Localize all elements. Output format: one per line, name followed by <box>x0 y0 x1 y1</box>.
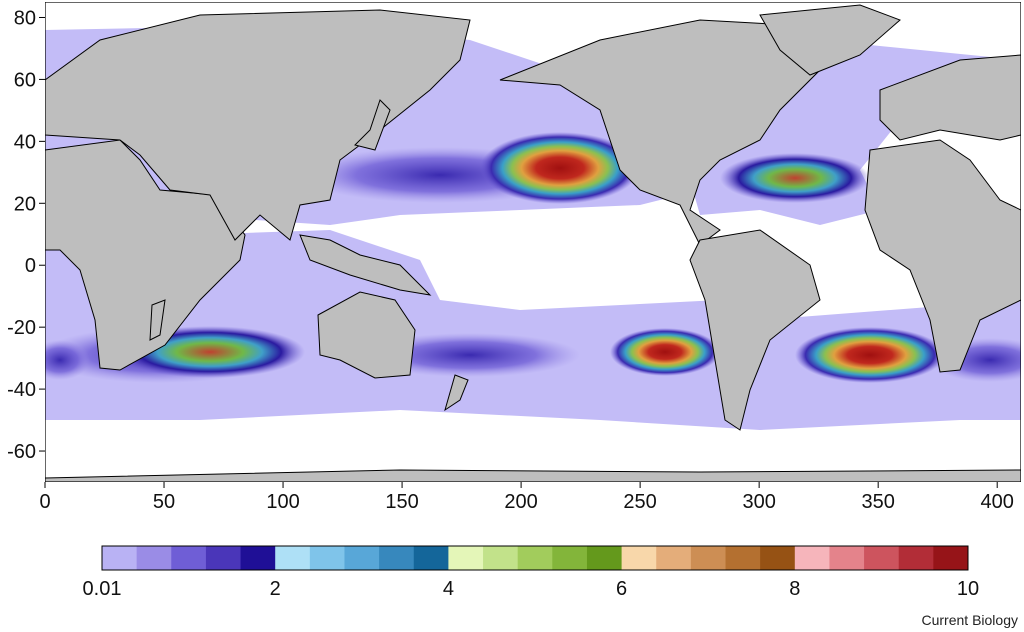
north-pacific-patch <box>480 132 640 204</box>
colorbar-swatch <box>898 546 934 570</box>
colorbar-swatch <box>102 546 138 570</box>
credit-text: Current Biology <box>921 612 1019 628</box>
colorbar-label: 2 <box>270 578 281 600</box>
colorbar-swatch <box>864 546 900 570</box>
greenland <box>759 4 901 76</box>
madagascar <box>149 299 166 341</box>
indonesia <box>299 234 432 296</box>
colorbar-label: 0.01 <box>83 578 122 600</box>
colorbar-swatch <box>171 546 207 570</box>
colorbar-swatch <box>413 546 449 570</box>
colorbar-swatch <box>136 546 172 570</box>
colorbar-swatch <box>483 546 519 570</box>
x-tick-label: 150 <box>385 491 418 513</box>
colorbar-frame <box>101 545 969 571</box>
x-tick-label: 350 <box>861 491 894 513</box>
y-tick-label: -40 <box>7 379 36 401</box>
x-tick-label: 0 <box>39 491 50 513</box>
eurasia <box>45 9 471 241</box>
colorbar-label: 4 <box>443 578 454 600</box>
colorbar-swatch <box>448 546 484 570</box>
colorbar-swatch <box>344 546 380 570</box>
australia <box>317 291 416 379</box>
antarctic-edge <box>45 469 1021 482</box>
colorbar-swatch <box>552 546 588 570</box>
colorbar-swatch <box>586 546 623 570</box>
colorbar-label: 6 <box>616 578 627 600</box>
south-america <box>689 229 821 431</box>
japan <box>354 99 391 151</box>
x-tick-label: 250 <box>623 491 656 513</box>
colorbar-swatch <box>309 546 345 570</box>
x-tick-label: 300 <box>742 491 775 513</box>
africa <box>45 139 246 371</box>
africa-east-wrap <box>864 139 1021 373</box>
colorbar-labels: 0.01 2 4 6 8 10 <box>83 578 980 600</box>
colorbar-swatch <box>933 546 969 570</box>
x-tick-label: 50 <box>153 491 175 513</box>
colorbar-swatch <box>829 546 865 570</box>
y-axis: 80 60 40 20 0 -20 -40 -60 <box>7 7 45 463</box>
colorbar-swatch <box>656 546 692 570</box>
colorbar-label: 8 <box>789 578 800 600</box>
x-tick-label: 200 <box>504 491 537 513</box>
y-tick-label: 60 <box>14 69 36 91</box>
colorbar-swatch <box>205 546 242 570</box>
map-plot-area <box>45 2 1021 482</box>
colorbar <box>101 545 969 571</box>
colorbar-swatch <box>517 546 553 570</box>
y-tick-label: 20 <box>14 193 36 215</box>
south-pacific-patch <box>610 328 720 376</box>
y-tick-label: 0 <box>25 255 36 277</box>
land-masses <box>45 4 1021 482</box>
colorbar-swatch <box>725 546 761 570</box>
colorbar-swatch <box>621 546 657 570</box>
y-tick-label: -60 <box>7 441 36 463</box>
colorbar-label: 10 <box>957 578 979 600</box>
y-tick-label: 40 <box>14 131 36 153</box>
colorbar-swatch <box>275 546 311 570</box>
colorbar-swatch <box>379 546 415 570</box>
south-atlantic-patch <box>795 327 945 383</box>
colorbar-swatch <box>760 546 796 570</box>
x-tick-label: 400 <box>981 491 1014 513</box>
y-tick-label: -20 <box>7 317 36 339</box>
europe-east <box>879 54 1021 141</box>
new-zealand <box>444 374 469 412</box>
x-tick-label: 100 <box>266 491 299 513</box>
colorbar-swatch <box>794 546 830 570</box>
y-tick-label: 80 <box>14 7 36 29</box>
colorbar-swatch <box>240 546 276 570</box>
north-atlantic-patch <box>720 153 870 203</box>
x-axis: 0 50 100 150 200 250 300 350 400 <box>39 482 1014 513</box>
colorbar-swatch <box>690 546 727 570</box>
